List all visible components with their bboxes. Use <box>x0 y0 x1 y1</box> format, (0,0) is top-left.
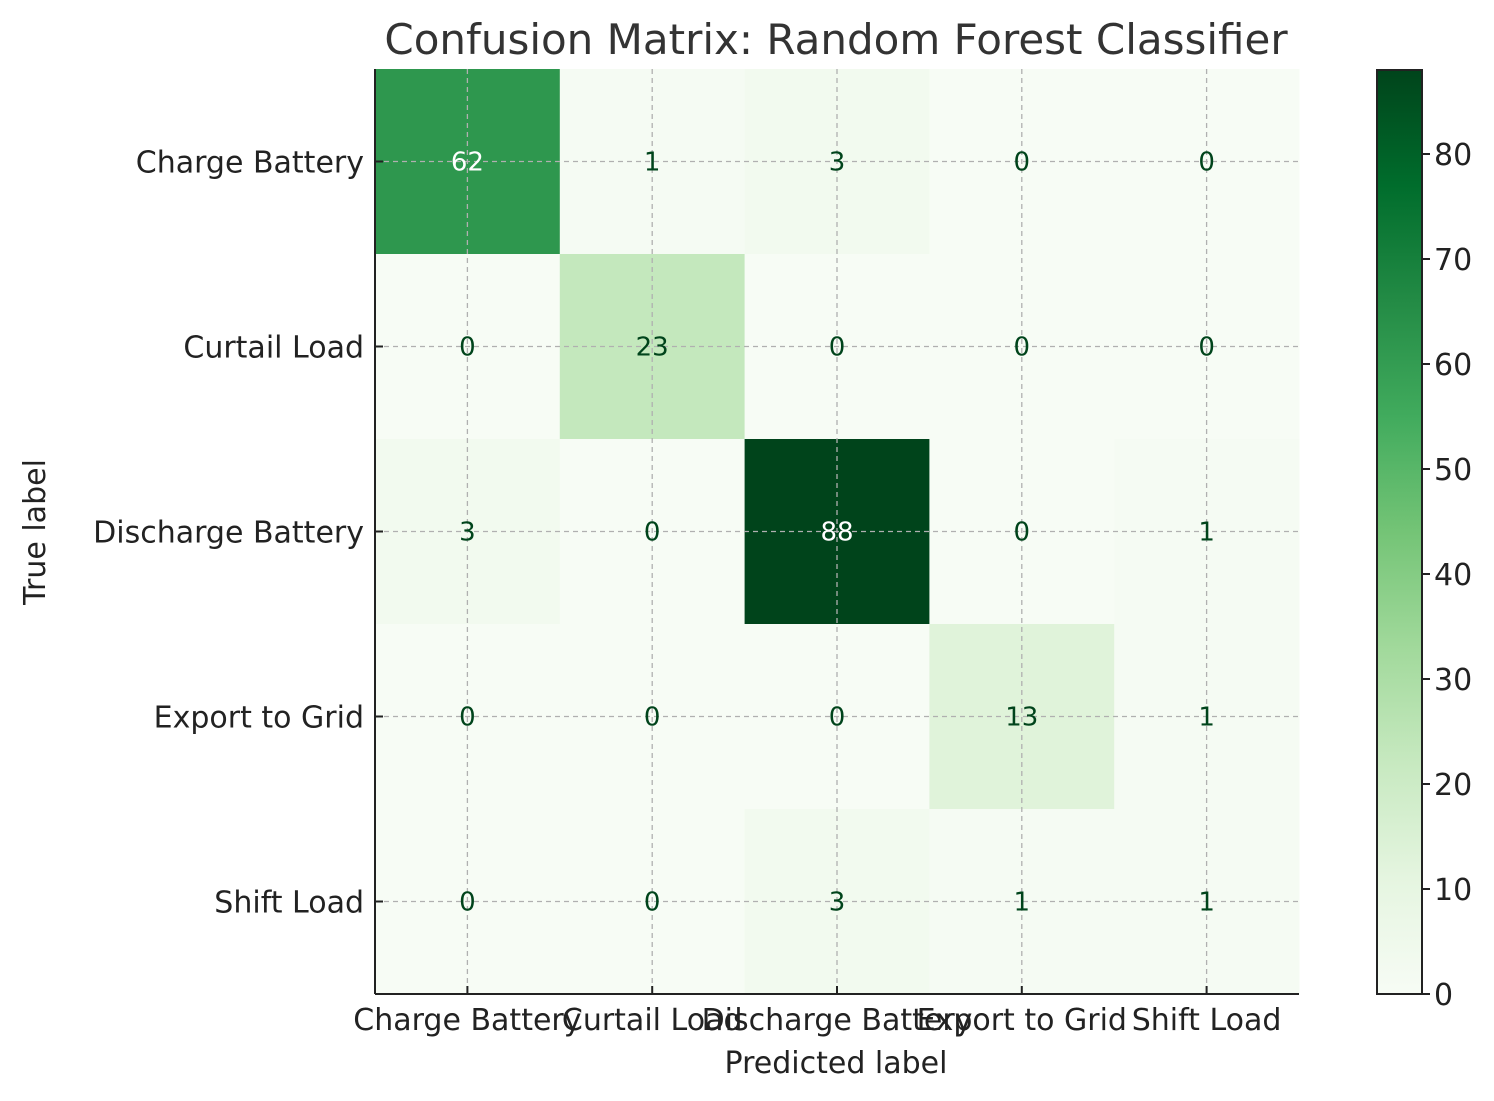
cell-value-label: 0 <box>644 703 661 733</box>
cell-value-label: 3 <box>459 518 476 548</box>
x-tick-label: Export to Grid <box>917 1003 1127 1038</box>
colorbar-tick-label: 70 <box>1434 243 1472 278</box>
cell-value-label: 0 <box>644 888 661 918</box>
cell-value-label: 3 <box>829 148 846 178</box>
colorbar-gradient <box>1377 70 1422 994</box>
x-tick-label: Curtail Load <box>562 1003 743 1038</box>
cell-value-label: 0 <box>1198 148 1215 178</box>
cell-value-label: 1 <box>1014 888 1031 918</box>
colorbar-tick-label: 20 <box>1434 768 1472 803</box>
y-axis-label: True label <box>18 459 53 606</box>
colorbar: 0 10 20 30 40 50 60 70 80 <box>1376 69 1472 1013</box>
y-tick-label: Curtail Load <box>183 331 364 366</box>
colorbar-frame <box>1376 69 1423 995</box>
cell-value-label: 0 <box>829 333 846 363</box>
y-tick-label: Export to Grid <box>154 701 364 736</box>
colorbar-tick-label: 30 <box>1434 663 1472 698</box>
colorbar-tick-label: 40 <box>1434 558 1472 593</box>
colorbar-tick-label: 60 <box>1434 348 1472 383</box>
colorbar-tick-label: 10 <box>1434 873 1472 908</box>
y-tick-label: Discharge Battery <box>93 516 364 551</box>
y-tick-label: Charge Battery <box>136 146 364 181</box>
cell-value-label: 3 <box>829 888 846 918</box>
x-axis-label: Predicted label <box>725 1046 948 1081</box>
x-tick-label: Discharge Battery <box>702 1003 973 1038</box>
cell-value-label: 0 <box>1014 518 1031 548</box>
cell-value-labels: 62 1 3 0 00 23 0 0 03 0 88 0 10 0 0 13 10 0 3 1 1 <box>451 148 1215 918</box>
heatmap-cell <box>559 254 746 440</box>
cell-value-label: 0 <box>459 333 476 363</box>
grid-lines <box>375 69 1299 994</box>
colorbar-tick-label: 80 <box>1434 138 1472 173</box>
cell-value-label: 0 <box>644 518 661 548</box>
cell-value-label: 1 <box>1198 888 1215 918</box>
cell-value-label: 0 <box>1198 333 1215 363</box>
x-tick-label: Charge Battery <box>353 1003 581 1038</box>
colorbar-tick-label: 0 <box>1434 978 1453 1013</box>
y-tick-labels: Charge Battery Curtail Load Discharge Batt… <box>93 146 383 921</box>
x-tick-label: Shift Load <box>1132 1003 1282 1038</box>
cell-value-label: 88 <box>820 518 853 548</box>
cell-value-label: 0 <box>459 888 476 918</box>
cell-value-label: 62 <box>451 148 484 178</box>
cell-value-label: 0 <box>1014 333 1031 363</box>
cell-value-label: 1 <box>644 148 661 178</box>
chart-title: Confusion Matrix: Random Forest Classifi… <box>384 15 1288 64</box>
cell-value-label: 0 <box>1014 148 1031 178</box>
cell-value-label: 1 <box>1198 703 1215 733</box>
cell-value-label: 0 <box>829 703 846 733</box>
cell-value-label: 1 <box>1198 518 1215 548</box>
cell-value-label: 23 <box>636 333 669 363</box>
cell-value-label: 13 <box>1005 703 1038 733</box>
y-tick-label: Shift Load <box>214 886 364 921</box>
colorbar-tick-label: 50 <box>1434 453 1472 488</box>
cell-value-label: 0 <box>459 703 476 733</box>
